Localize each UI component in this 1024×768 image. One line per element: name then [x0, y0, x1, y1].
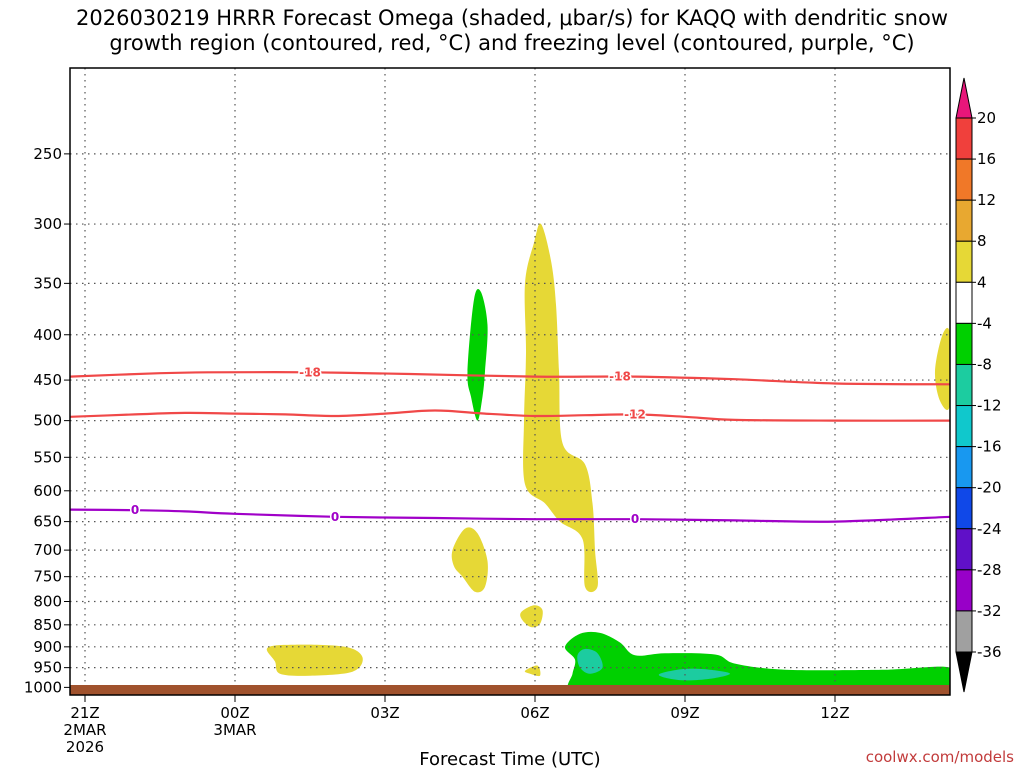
colorbar-segment	[955, 528, 973, 571]
colorbar-segment	[955, 487, 973, 530]
omega-shading-layer	[266, 223, 950, 691]
y-tick-label: 650	[33, 513, 62, 531]
credit-text: coolwx.com/models	[866, 748, 1014, 766]
omega-shaded-region	[658, 668, 730, 681]
contour-label: -18	[299, 365, 321, 379]
omega-shaded-region	[451, 527, 488, 593]
colorbar-segment	[955, 117, 973, 160]
y-tick-label: 550	[33, 448, 62, 466]
colorbar-label: -4	[977, 314, 992, 332]
pressure-axis: 250 300 350 400 450 500 550 600 650 700 750 800 850 9…	[24, 145, 70, 696]
colorbar-label: -32	[977, 602, 1002, 620]
y-tick-label: 900	[33, 638, 62, 656]
contour-label: 0	[631, 512, 639, 526]
colorbar-segment	[955, 240, 973, 283]
y-tick-label: 1000	[24, 678, 62, 696]
grid-layer	[70, 68, 950, 695]
colorbar-label: 12	[977, 191, 996, 209]
colorbar-segment	[955, 569, 973, 612]
colorbar-segment	[955, 322, 973, 365]
contour-label: -12	[624, 407, 646, 421]
colorbar-top-arrow	[955, 77, 973, 119]
x-tick-label: 2026	[66, 738, 104, 756]
colorbar-label: -24	[977, 520, 1002, 538]
y-tick-label: 750	[33, 568, 62, 586]
x-tick-label: 00Z	[220, 704, 249, 722]
y-tick-label: 950	[33, 659, 62, 677]
colorbar-label: 8	[977, 232, 987, 250]
y-tick-label: 850	[33, 616, 62, 634]
colorbar-segment	[955, 281, 973, 324]
colorbar-segment	[955, 610, 973, 653]
chart-title: 2026030219 HRRR Forecast Omega (shaded, …	[0, 6, 1024, 56]
colorbar-segment	[955, 363, 973, 407]
contour-layer: -18 -18 -12 0 0 0	[69, 364, 951, 528]
colorbar-label: -8	[977, 355, 992, 373]
contour-line	[69, 508, 951, 523]
colorbar-segment	[955, 446, 973, 489]
colorbar-label: -16	[977, 438, 1002, 456]
omega-shaded-region	[934, 328, 950, 410]
colorbar-segment	[955, 405, 973, 448]
colorbar-segment	[955, 199, 973, 242]
contour-label: -18	[609, 370, 631, 384]
contour-line	[69, 409, 951, 422]
y-tick-label: 450	[33, 371, 62, 389]
y-tick-label: 700	[33, 541, 62, 559]
colorbar: 20 16 12 8 4 -4 -8 -12 -16 -20 -24 -28 -32 -36	[955, 77, 1002, 693]
title-line-2: growth region (contoured, red, °C) and f…	[109, 31, 915, 55]
omega-shaded-region	[467, 289, 488, 421]
y-tick-label: 300	[33, 215, 62, 233]
omega-shaded-region	[577, 648, 603, 674]
colorbar-label: 20	[977, 109, 996, 127]
colorbar-label: -36	[977, 643, 1002, 661]
omega-shaded-region	[520, 605, 543, 628]
contour-label: 0	[131, 503, 139, 517]
y-tick-label: 250	[33, 145, 62, 163]
colorbar-label: -28	[977, 561, 1002, 579]
omega-shaded-region	[523, 223, 598, 593]
y-tick-label: 600	[33, 482, 62, 500]
x-tick-label: 2MAR	[63, 721, 106, 739]
colorbar-label: -20	[977, 479, 1002, 497]
y-tick-label: 400	[33, 326, 62, 344]
x-tick-label: 03Z	[370, 704, 399, 722]
omega-shaded-region	[524, 665, 541, 677]
colorbar-label: -12	[977, 397, 1002, 415]
colorbar-label: 16	[977, 150, 996, 168]
y-tick-label: 800	[33, 593, 62, 611]
y-tick-label: 350	[33, 274, 62, 292]
contour-line	[69, 371, 951, 386]
y-tick-label: 500	[33, 412, 62, 430]
colorbar-segment	[955, 158, 973, 201]
omega-shaded-region	[564, 631, 950, 691]
x-tick-label: 06Z	[520, 704, 549, 722]
ground-surface-strip	[70, 685, 950, 695]
title-line-1: 2026030219 HRRR Forecast Omega (shaded, …	[76, 6, 948, 30]
x-axis-title: Forecast Time (UTC)	[419, 749, 600, 768]
x-tick-label: 12Z	[820, 704, 849, 722]
omega-shaded-region	[266, 644, 363, 676]
plot-frame	[69, 67, 951, 696]
x-tick-label: 09Z	[670, 704, 699, 722]
colorbar-label: 4	[977, 273, 987, 291]
contour-label: 0	[331, 510, 339, 524]
x-tick-label: 21Z	[70, 704, 99, 722]
x-tick-label: 3MAR	[213, 721, 256, 739]
colorbar-bottom-arrow	[955, 651, 973, 693]
